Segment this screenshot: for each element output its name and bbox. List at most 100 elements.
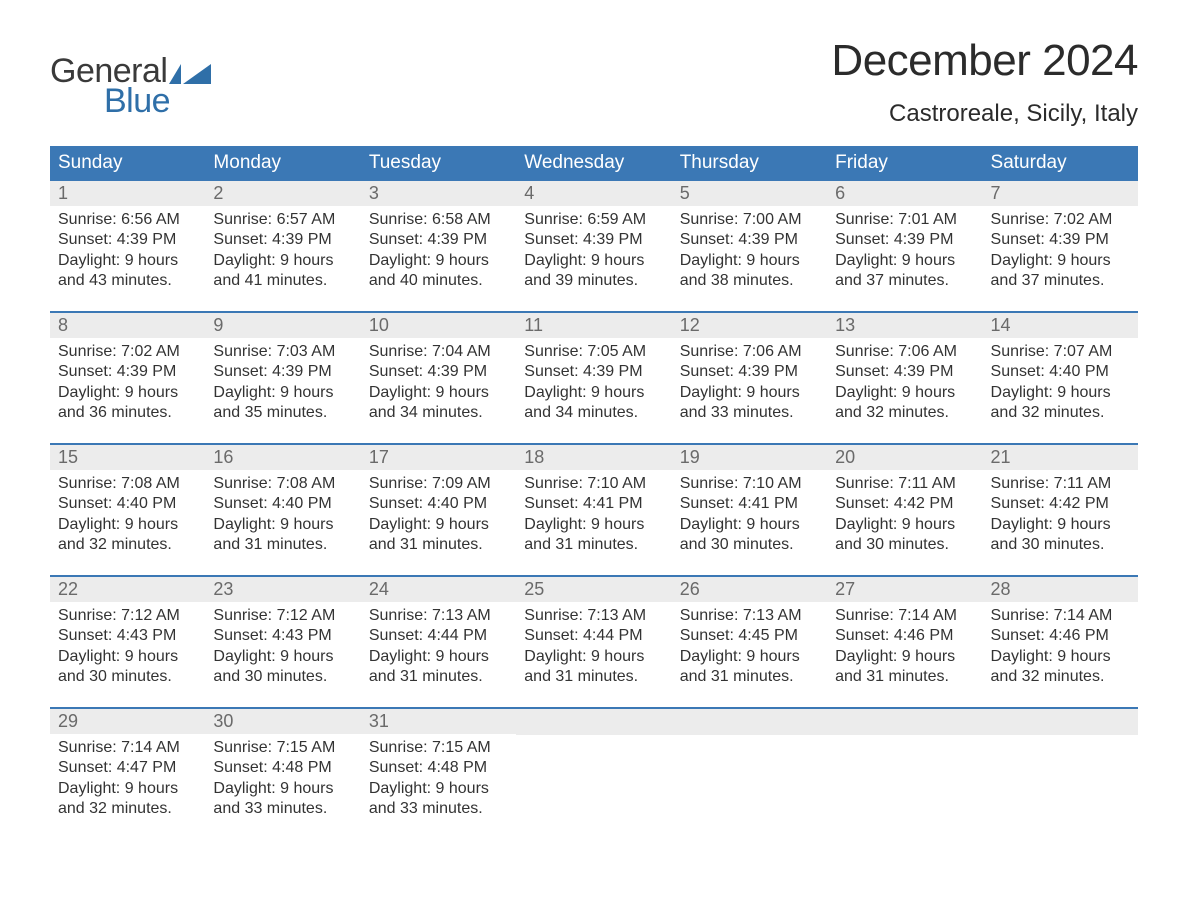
daylight-text: Daylight: 9 hours and 30 minutes.: [58, 647, 197, 688]
day-cell: 31Sunrise: 7:15 AMSunset: 4:48 PMDayligh…: [361, 709, 516, 839]
sunrise-text: Sunrise: 6:56 AM: [58, 210, 197, 230]
day-cell: 19Sunrise: 7:10 AMSunset: 4:41 PMDayligh…: [672, 445, 827, 575]
day-body: Sunrise: 7:13 AMSunset: 4:44 PMDaylight:…: [516, 602, 671, 698]
day-cell: 8 Sunrise: 7:02 AMSunset: 4:39 PMDaylight…: [50, 313, 205, 443]
sunset-text: Sunset: 4:39 PM: [213, 230, 352, 250]
sunset-text: Sunset: 4:42 PM: [835, 494, 974, 514]
sunset-text: Sunset: 4:39 PM: [991, 230, 1130, 250]
day-cell: 15Sunrise: 7:08 AMSunset: 4:40 PMDayligh…: [50, 445, 205, 575]
sunrise-text: Sunrise: 7:14 AM: [58, 738, 197, 758]
day-body: Sunrise: 7:15 AMSunset: 4:48 PMDaylight:…: [205, 734, 360, 830]
day-body: Sunrise: 7:01 AMSunset: 4:39 PMDaylight:…: [827, 206, 982, 302]
daylight-text: Daylight: 9 hours and 31 minutes.: [524, 647, 663, 688]
calendar: SundayMondayTuesdayWednesdayThursdayFrid…: [50, 146, 1138, 839]
weekday-header: Monday: [205, 146, 360, 181]
location-subtitle: Castroreale, Sicily, Italy: [831, 100, 1138, 128]
day-number: 30: [213, 711, 233, 731]
day-cell: 10Sunrise: 7:04 AMSunset: 4:39 PMDayligh…: [361, 313, 516, 443]
day-body: Sunrise: 7:03 AMSunset: 4:39 PMDaylight:…: [205, 338, 360, 434]
sunrise-text: Sunrise: 7:12 AM: [58, 606, 197, 626]
daylight-text: Daylight: 9 hours and 33 minutes.: [369, 779, 508, 820]
daylight-text: Daylight: 9 hours and 37 minutes.: [991, 251, 1130, 292]
day-body: Sunrise: 6:56 AMSunset: 4:39 PMDaylight:…: [50, 206, 205, 302]
daylight-text: Daylight: 9 hours and 31 minutes.: [369, 515, 508, 556]
sunset-text: Sunset: 4:39 PM: [680, 230, 819, 250]
day-cell: 24Sunrise: 7:13 AMSunset: 4:44 PMDayligh…: [361, 577, 516, 707]
day-number: 22: [58, 579, 78, 599]
daylight-text: Daylight: 9 hours and 32 minutes.: [991, 647, 1130, 688]
sunset-text: Sunset: 4:40 PM: [991, 362, 1130, 382]
calendar-week: 22 Sunrise: 7:12 AMSunset: 4:43 PMDayligh…: [50, 575, 1138, 707]
sunrise-text: Sunrise: 7:13 AM: [524, 606, 663, 626]
day-number: 21: [991, 447, 1011, 467]
day-number: 25: [524, 579, 544, 599]
day-cell: 17Sunrise: 7:09 AMSunset: 4:40 PMDayligh…: [361, 445, 516, 575]
sunrise-text: Sunrise: 7:12 AM: [213, 606, 352, 626]
weekday-header: Wednesday: [516, 146, 671, 181]
weekday-header: Friday: [827, 146, 982, 181]
empty-day-cell: [827, 709, 982, 839]
day-body: Sunrise: 7:14 AMSunset: 4:46 PMDaylight:…: [827, 602, 982, 698]
day-body: Sunrise: 7:08 AMSunset: 4:40 PMDaylight:…: [205, 470, 360, 566]
daylight-text: Daylight: 9 hours and 30 minutes.: [991, 515, 1130, 556]
day-number: 15: [58, 447, 78, 467]
day-body: Sunrise: 7:12 AMSunset: 4:43 PMDaylight:…: [205, 602, 360, 698]
day-number: 11: [524, 315, 543, 335]
day-body: Sunrise: 6:57 AMSunset: 4:39 PMDaylight:…: [205, 206, 360, 302]
sunset-text: Sunset: 4:40 PM: [369, 494, 508, 514]
sunset-text: Sunset: 4:46 PM: [835, 626, 974, 646]
daylight-text: Daylight: 9 hours and 31 minutes.: [524, 515, 663, 556]
day-number: 16: [213, 447, 233, 467]
daylight-text: Daylight: 9 hours and 35 minutes.: [213, 383, 352, 424]
sunset-text: Sunset: 4:48 PM: [369, 758, 508, 778]
day-number: 24: [369, 579, 389, 599]
daylight-text: Daylight: 9 hours and 31 minutes.: [835, 647, 974, 688]
day-number: 1: [58, 183, 68, 203]
sunrise-text: Sunrise: 7:03 AM: [213, 342, 352, 362]
sunrise-text: Sunrise: 6:57 AM: [213, 210, 352, 230]
sunset-text: Sunset: 4:44 PM: [524, 626, 663, 646]
empty-day-cell: [516, 709, 671, 839]
weekday-header-row: SundayMondayTuesdayWednesdayThursdayFrid…: [50, 146, 1138, 181]
sunset-text: Sunset: 4:48 PM: [213, 758, 352, 778]
day-number: 2: [213, 183, 223, 203]
weekday-header: Saturday: [983, 146, 1138, 181]
day-body: Sunrise: 7:14 AMSunset: 4:47 PMDaylight:…: [50, 734, 205, 830]
logo-text-bottom: Blue: [50, 84, 211, 118]
sunrise-text: Sunrise: 7:04 AM: [369, 342, 508, 362]
day-body: Sunrise: 7:02 AMSunset: 4:39 PMDaylight:…: [50, 338, 205, 434]
day-number: 19: [680, 447, 700, 467]
day-body: Sunrise: 7:13 AMSunset: 4:45 PMDaylight:…: [672, 602, 827, 698]
day-cell: 25 Sunrise: 7:13 AMSunset: 4:44 PMDayligh…: [516, 577, 671, 707]
day-body: Sunrise: 6:58 AMSunset: 4:39 PMDaylight:…: [361, 206, 516, 302]
daylight-text: Daylight: 9 hours and 31 minutes.: [213, 515, 352, 556]
day-body: Sunrise: 7:00 AMSunset: 4:39 PMDaylight:…: [672, 206, 827, 302]
day-number: 3: [369, 183, 379, 203]
day-cell: 7Sunrise: 7:02 AMSunset: 4:39 PMDaylight…: [983, 181, 1138, 311]
daylight-text: Daylight: 9 hours and 31 minutes.: [369, 647, 508, 688]
day-cell: 30 Sunrise: 7:15 AMSunset: 4:48 PMDayligh…: [205, 709, 360, 839]
day-body: Sunrise: 7:07 AMSunset: 4:40 PMDaylight:…: [983, 338, 1138, 434]
weekday-header: Thursday: [672, 146, 827, 181]
day-cell: 5Sunrise: 7:00 AMSunset: 4:39 PMDaylight…: [672, 181, 827, 311]
day-number: 8: [58, 315, 68, 335]
daylight-text: Daylight: 9 hours and 31 minutes.: [680, 647, 819, 688]
daylight-text: Daylight: 9 hours and 33 minutes.: [680, 383, 819, 424]
daylight-text: Daylight: 9 hours and 32 minutes.: [835, 383, 974, 424]
daylight-text: Daylight: 9 hours and 32 minutes.: [991, 383, 1130, 424]
daylight-text: Daylight: 9 hours and 43 minutes.: [58, 251, 197, 292]
day-cell: 1 Sunrise: 6:56 AMSunset: 4:39 PMDaylight…: [50, 181, 205, 311]
day-body: Sunrise: 7:14 AMSunset: 4:46 PMDaylight:…: [983, 602, 1138, 698]
sunset-text: Sunset: 4:39 PM: [369, 362, 508, 382]
sunrise-text: Sunrise: 7:13 AM: [680, 606, 819, 626]
sunrise-text: Sunrise: 7:07 AM: [991, 342, 1130, 362]
daylight-text: Daylight: 9 hours and 37 minutes.: [835, 251, 974, 292]
day-cell: 12Sunrise: 7:06 AMSunset: 4:39 PMDayligh…: [672, 313, 827, 443]
day-cell: 9Sunrise: 7:03 AMSunset: 4:39 PMDaylight…: [205, 313, 360, 443]
day-cell: 14Sunrise: 7:07 AMSunset: 4:40 PMDayligh…: [983, 313, 1138, 443]
sunset-text: Sunset: 4:46 PM: [991, 626, 1130, 646]
day-body: Sunrise: 6:59 AMSunset: 4:39 PMDaylight:…: [516, 206, 671, 302]
day-cell: 26Sunrise: 7:13 AMSunset: 4:45 PMDayligh…: [672, 577, 827, 707]
sunrise-text: Sunrise: 7:05 AM: [524, 342, 663, 362]
sunrise-text: Sunrise: 7:11 AM: [835, 474, 974, 494]
